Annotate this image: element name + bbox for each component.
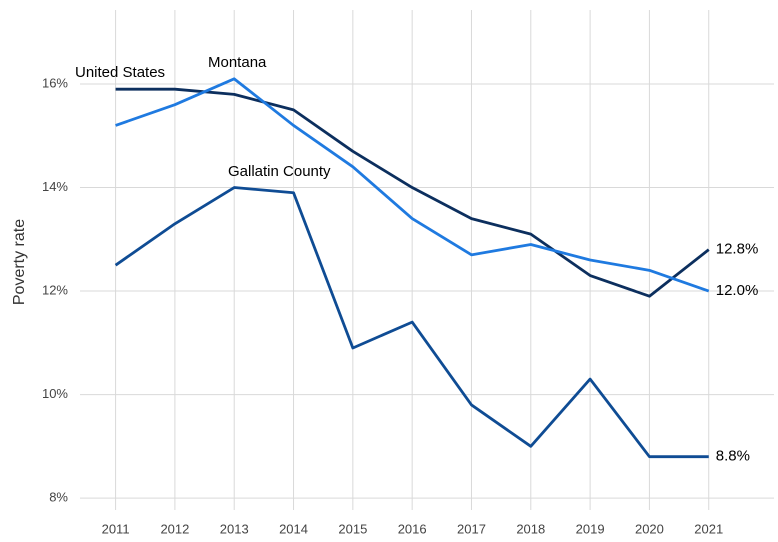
- x-tick-label: 2021: [694, 521, 723, 536]
- x-tick-label: 2019: [576, 521, 605, 536]
- line: [115, 87, 710, 298]
- y-axis-label: Poverty rate: [11, 219, 28, 305]
- x-tick-label: 2020: [635, 521, 664, 536]
- y-tick-label: 8%: [49, 490, 68, 505]
- x-tick-label: 2014: [279, 521, 308, 536]
- y-tick-label: 10%: [42, 386, 68, 401]
- y-tick-label: 14%: [42, 179, 68, 194]
- x-tick-label: 2015: [338, 521, 367, 536]
- x-tick-label: 2018: [516, 521, 545, 536]
- series-label: United States: [75, 64, 165, 81]
- x-tick-label: 2016: [398, 521, 427, 536]
- data-label: 12.8%: [716, 241, 759, 258]
- line: [115, 77, 710, 293]
- line: [114, 186, 709, 459]
- series-label: Montana: [208, 54, 267, 71]
- x-tick-label: 2013: [220, 521, 249, 536]
- data-label: 12.0%: [716, 282, 759, 299]
- series-label: Gallatin County: [228, 163, 331, 180]
- y-tick-label: 16%: [42, 75, 68, 90]
- x-tick-label: 2017: [457, 521, 486, 536]
- y-tick-label: 12%: [42, 282, 68, 297]
- x-tick-label: 2012: [160, 521, 189, 536]
- x-tick-label: 2011: [102, 521, 130, 536]
- data-label: 8.8%: [716, 448, 750, 465]
